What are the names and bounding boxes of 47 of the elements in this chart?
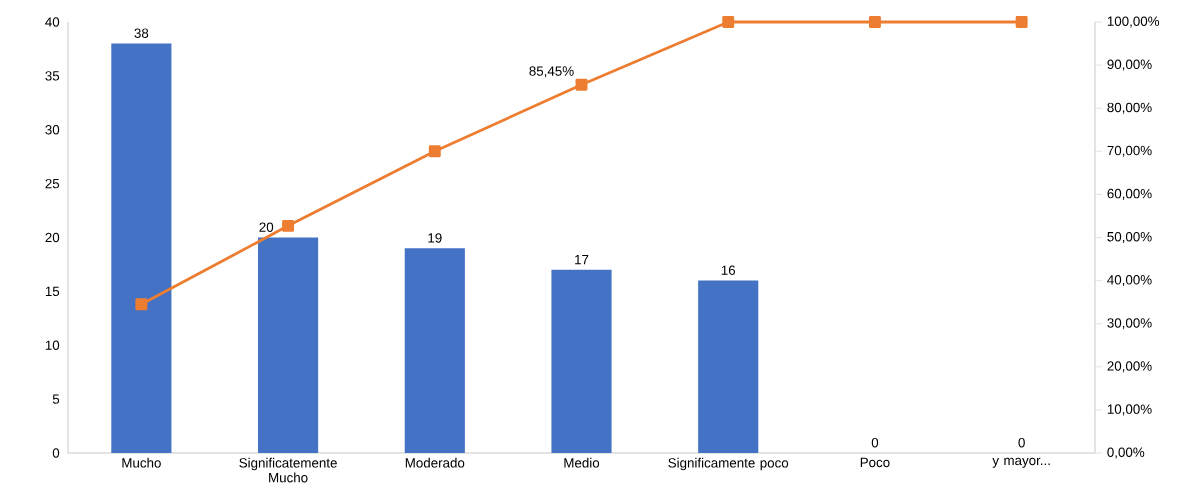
point: [868, 16, 881, 28]
y-tick-label: 35: [45, 71, 60, 81]
point: [1015, 16, 1028, 28]
y2-tick-label: 40,00%: [1107, 275, 1152, 287]
data-label: 16: [721, 265, 736, 275]
y-tick-label: 30: [45, 125, 60, 135]
x-tick-label: Significamente poco: [668, 457, 789, 471]
y2-tick-label: 60,00%: [1107, 188, 1152, 200]
y2-tick-label: 30,00%: [1107, 318, 1152, 330]
x-tick-label: Poco: [860, 457, 890, 468]
y-tick-label: 10: [45, 340, 60, 350]
x-tick-label: Moderado: [405, 457, 465, 468]
y-tick-label: 25: [45, 178, 60, 189]
point: [428, 145, 441, 158]
data-label: 38: [134, 28, 149, 38]
data-label: 17: [575, 255, 589, 265]
data-label: 0: [871, 437, 879, 448]
y2-tick-label: 70,00%: [1107, 145, 1152, 157]
bar: [111, 43, 172, 453]
y2-tick-label: 100,00%: [1107, 16, 1160, 28]
bar: [258, 237, 319, 453]
x-tick-label: Significatemente Mucho: [239, 457, 337, 483]
y-tick-label: 5: [52, 394, 60, 404]
bar: [698, 280, 759, 453]
x-tick-label: Medio: [564, 457, 600, 468]
data-label: 0: [1018, 437, 1025, 448]
y2-tick-label: 80,00%: [1107, 102, 1152, 114]
point: [282, 219, 295, 232]
point: [135, 298, 148, 311]
y2-tick-label: 0,00%: [1107, 447, 1145, 459]
point: [722, 16, 735, 28]
y-tick-label: 15: [45, 286, 60, 297]
bar: [404, 248, 465, 453]
y-tick-label: 20: [45, 232, 60, 243]
x-tick-label: Mucho: [122, 457, 161, 468]
point: [575, 78, 588, 91]
data-label: 20: [259, 222, 274, 232]
y2-tick-label: 20,00%: [1107, 361, 1152, 373]
y-tick-label: 40: [45, 17, 60, 27]
data-label: 85,45%: [529, 66, 574, 78]
y-tick-label: 0: [52, 448, 60, 458]
x-tick-label: y mayor...: [992, 457, 1050, 468]
y2-tick-label: 90,00%: [1107, 59, 1152, 71]
y2-tick-label: 50,00%: [1107, 231, 1152, 244]
bar: [551, 269, 612, 453]
y2-tick-label: 10,00%: [1107, 404, 1152, 416]
data-label: 19: [428, 233, 442, 243]
